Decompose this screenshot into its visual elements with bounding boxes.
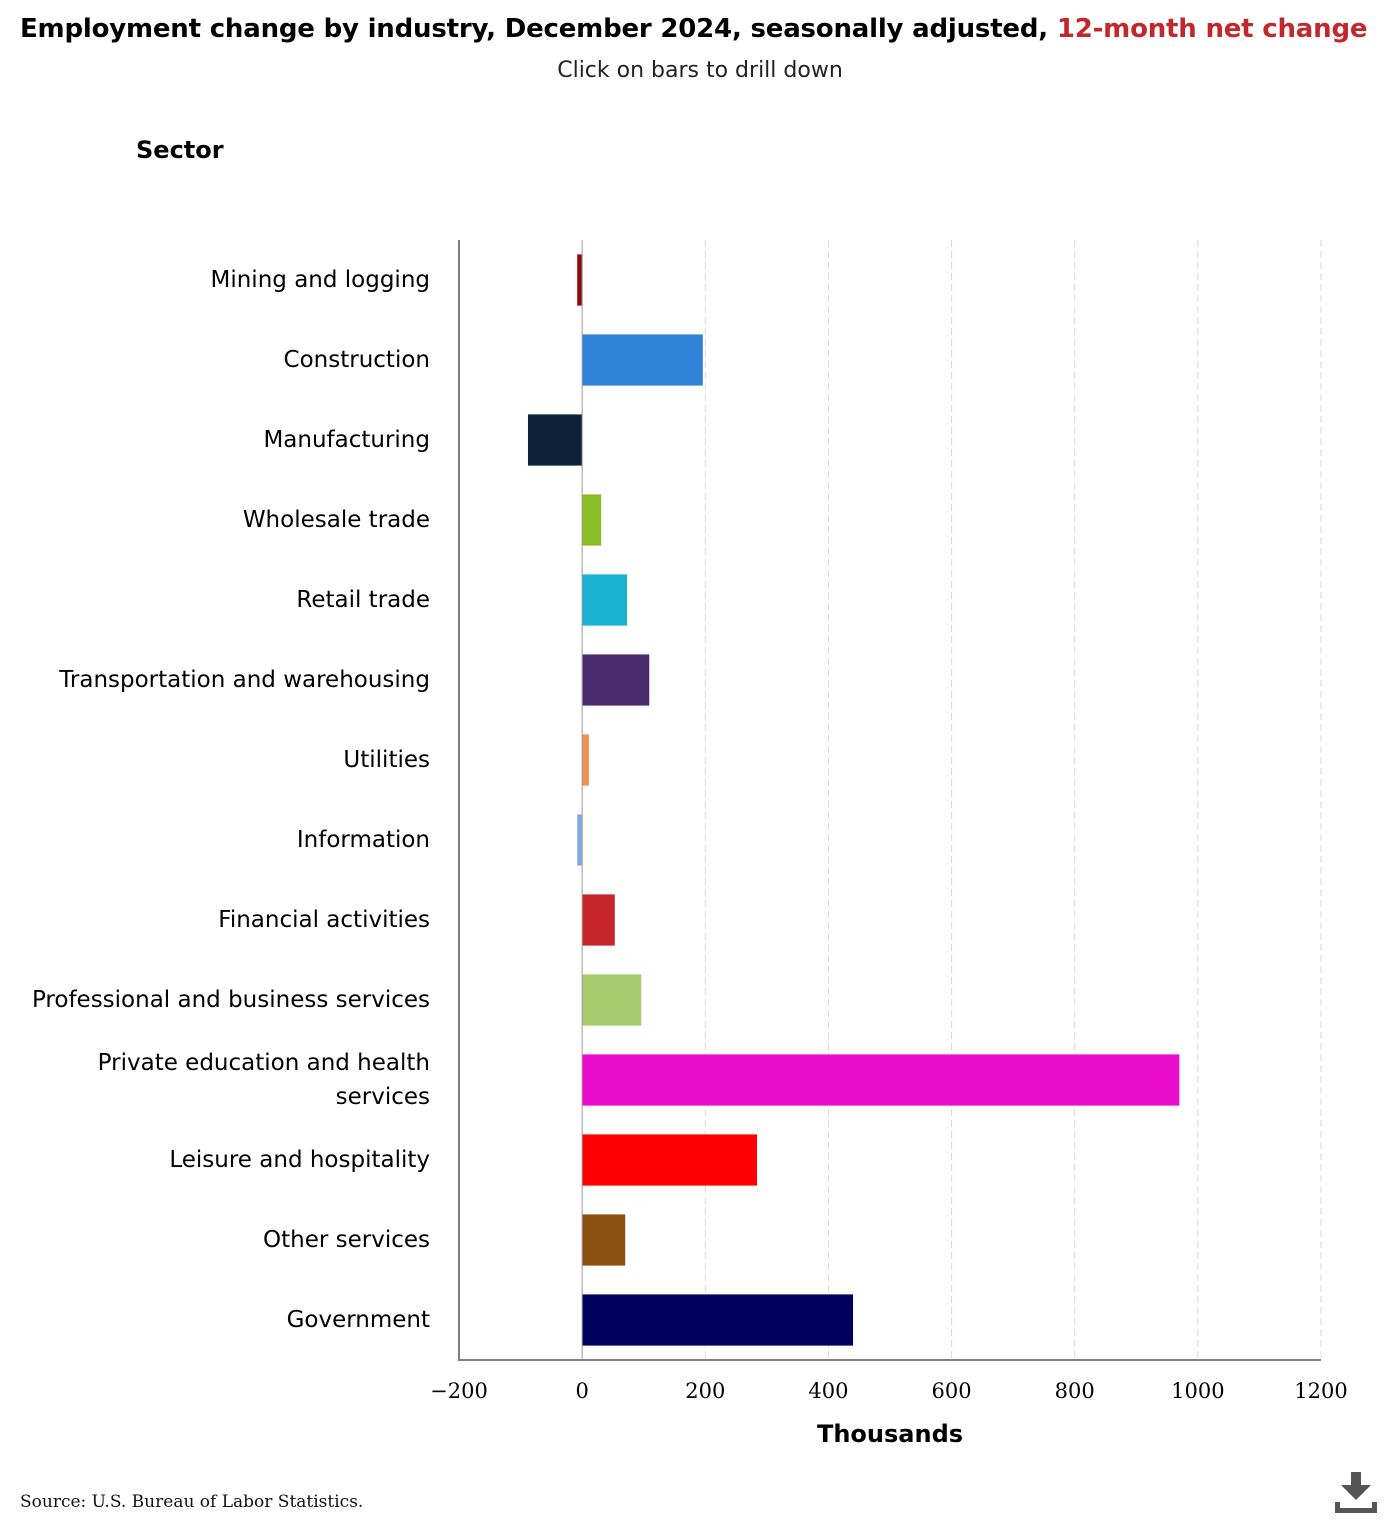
x-tick-label: 0 [575, 1379, 588, 1403]
category-label-line: Retail trade [296, 587, 430, 613]
download-icon [1335, 1472, 1377, 1513]
category-label-line: Transportation and warehousing [58, 667, 430, 693]
grid-lines [704, 240, 1322, 1360]
x-tick-labels: −200 0 200 400 600 800 1000 1200 [430, 1379, 1348, 1403]
category-label-line: Leisure and hospitality [169, 1147, 430, 1173]
chart-title: Employment change by industry, December … [20, 14, 1367, 44]
download-button[interactable] [1332, 1468, 1380, 1516]
bar[interactable] [527, 414, 583, 466]
bar[interactable] [582, 974, 642, 1026]
chart-subtitle: Click on bars to drill down [557, 58, 843, 83]
category-label: Government [287, 1307, 430, 1333]
category-label: Transportation and warehousing [58, 667, 430, 693]
category-label-line: Financial activities [218, 907, 430, 933]
category-label: Leisure and hospitality [169, 1147, 430, 1173]
y-axis-title: Sector [136, 136, 224, 164]
axes [458, 240, 1321, 1361]
category-label-line: Mining and logging [211, 267, 431, 293]
category-labels: Mining and logging Construction Manufactur… [32, 267, 430, 1333]
category-label: Mining and logging [211, 267, 431, 293]
bar[interactable] [582, 334, 703, 386]
category-label: Utilities [343, 747, 430, 773]
category-label: Retail trade [296, 587, 430, 613]
bar[interactable] [582, 894, 615, 946]
category-label-line: Information [297, 827, 430, 853]
category-label-line: Professional and business services [32, 987, 430, 1013]
chart-title-highlight: 12-month net change [1056, 14, 1368, 44]
bar[interactable] [582, 1134, 758, 1186]
category-label-line: Wholesale trade [243, 507, 430, 533]
x-axis-title: Thousands [817, 1420, 963, 1448]
x-tick-label: 1200 [1294, 1379, 1347, 1403]
bars [527, 254, 1180, 1346]
category-label-line: Utilities [343, 747, 430, 773]
category-label-line: Government [287, 1307, 430, 1333]
x-tick-label: 600 [932, 1379, 972, 1403]
bar-chart: Mining and logging Construction Manufactur… [32, 240, 1348, 1448]
category-label: Professional and business services [32, 987, 430, 1013]
category-label: Information [297, 827, 430, 853]
bar[interactable] [582, 654, 650, 706]
bar[interactable] [582, 574, 628, 626]
bar[interactable] [582, 1054, 1180, 1106]
category-label: Wholesale trade [243, 507, 430, 533]
category-label-line: Other services [263, 1227, 430, 1253]
category-label-line: Private education and health [98, 1050, 430, 1076]
x-tick-label: 800 [1055, 1379, 1095, 1403]
x-tick-label: 200 [685, 1379, 725, 1403]
category-label: Financial activities [218, 907, 430, 933]
category-label-line: Manufacturing [263, 427, 430, 453]
bar[interactable] [577, 254, 583, 306]
x-tick-label: 400 [808, 1379, 848, 1403]
category-label: Construction [284, 347, 430, 373]
bar[interactable] [582, 1214, 626, 1266]
x-tick-label: −200 [430, 1379, 488, 1403]
bar[interactable] [582, 1294, 854, 1346]
category-label: Private education and health services [98, 1050, 430, 1110]
x-tick-label: 1000 [1171, 1379, 1224, 1403]
source-note: Source: U.S. Bureau of Labor Statistics. [20, 1492, 364, 1512]
bar[interactable] [582, 734, 589, 786]
bar[interactable] [577, 814, 583, 866]
category-label: Other services [263, 1227, 430, 1253]
category-label-line: Construction [284, 347, 430, 373]
category-label-line: services [336, 1084, 430, 1110]
bar[interactable] [582, 494, 602, 546]
category-label: Manufacturing [263, 427, 430, 453]
chart-title-main: Employment change by industry, December … [20, 14, 1057, 44]
